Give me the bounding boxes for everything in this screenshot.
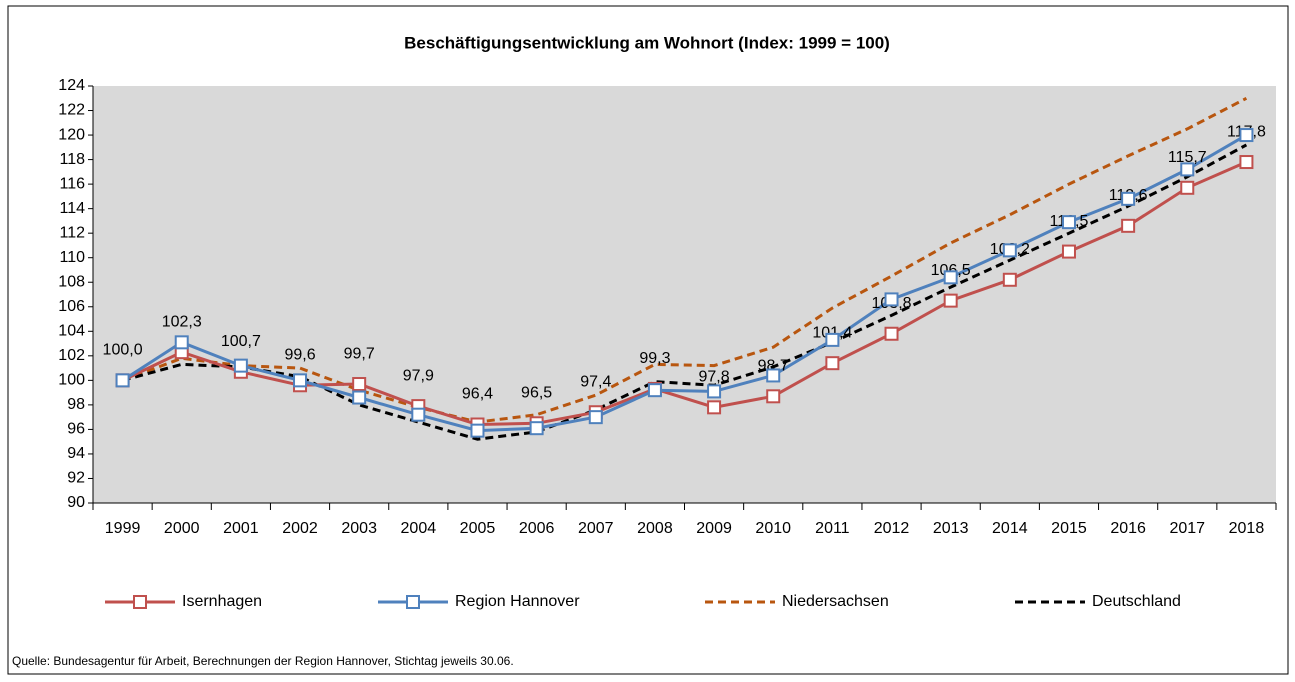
x-tick-label: 1999 [105,520,141,537]
data-point [766,389,781,404]
data-point [233,358,248,373]
data-label: 98,7 [758,358,789,375]
data-label: 102,3 [162,313,202,330]
x-tick-label: 2007 [578,520,614,537]
y-tick-label: 90 [67,494,85,511]
data-label: 97,8 [699,369,730,386]
x-tick-label: 2001 [223,520,259,537]
data-point [352,390,367,405]
data-point [647,383,662,398]
data-point [1121,191,1136,206]
data-point [529,421,544,436]
y-tick-label: 124 [58,77,85,94]
data-label: 99,7 [344,345,375,362]
x-tick-label: 2018 [1229,520,1265,537]
data-point [115,373,130,388]
data-point [1239,155,1254,170]
y-tick-label: 120 [58,126,85,143]
data-point [707,400,722,415]
y-tick-label: 92 [67,470,85,487]
x-tick-label: 2002 [282,520,318,537]
y-tick-label: 112 [59,224,85,241]
y-tick-label: 102 [58,347,85,364]
x-tick-label: 2013 [933,520,969,537]
y-tick-label: 104 [58,323,85,340]
x-tick-label: 2010 [755,520,791,537]
y-tick-label: 122 [58,102,85,119]
x-tick-label: 2015 [1051,520,1087,537]
y-tick-label: 118 [59,151,85,168]
x-tick-label: 2005 [460,520,496,537]
data-point [707,384,722,399]
data-point [411,407,426,422]
data-point [1180,162,1195,177]
data-point [1002,243,1017,258]
data-point [1239,128,1254,143]
data-label: 96,5 [521,384,552,401]
x-tick-label: 2006 [519,520,555,537]
chart-title: Beschäftigungsentwicklung am Wohnort (In… [404,33,890,52]
data-point [352,377,367,392]
legend-label: Deutschland [1092,593,1181,610]
data-label: 97,9 [403,367,434,384]
data-point [293,373,308,388]
data-label: 99,6 [284,346,315,363]
source-note: Quelle: Bundesagentur für Arbeit, Berech… [12,654,514,668]
data-point [1180,180,1195,195]
data-label: 96,4 [462,386,493,403]
y-tick-label: 100 [58,372,85,389]
data-label: 100,7 [221,333,261,350]
data-point [825,332,840,347]
x-tick-label: 2003 [341,520,377,537]
data-point [588,410,603,425]
data-point [1061,244,1076,259]
data-label: 97,4 [580,373,611,390]
data-point [470,423,485,438]
y-tick-label: 108 [58,273,85,290]
data-point [943,270,958,285]
series-line [121,160,1248,427]
y-tick-label: 116 [59,175,85,192]
data-point [884,292,899,307]
data-point [825,356,840,371]
x-tick-label: 2012 [874,520,910,537]
y-tick-label: 106 [58,298,85,315]
y-tick-label: 98 [67,396,85,413]
x-tick-label: 2011 [815,520,850,537]
y-tick-label: 94 [67,445,85,462]
data-point [1121,218,1136,233]
data-label: 100,0 [103,342,143,359]
data-point [174,335,189,350]
y-tick-label: 110 [59,249,85,266]
data-point [884,326,899,341]
legend-marker [406,595,420,609]
x-tick-label: 2017 [1169,520,1205,537]
series-line [122,96,1248,424]
legend-marker [133,595,147,609]
series-line [121,133,1248,433]
y-tick-label: 96 [67,421,85,438]
x-tick-label: 2016 [1110,520,1146,537]
data-label: 99,3 [639,350,670,367]
legend-label: Isernhagen [182,593,262,610]
x-tick-label: 2000 [164,520,200,537]
data-point [766,368,781,383]
data-label: 115,7 [1168,149,1207,166]
x-tick-label: 2009 [696,520,732,537]
x-tick-label: 2008 [637,520,673,537]
data-point [1061,215,1076,230]
legend-label: Region Hannover [455,593,580,610]
x-tick-label: 2004 [401,520,437,537]
data-point [1002,272,1017,287]
data-point [943,293,958,308]
legend-label: Niedersachsen [782,593,889,610]
plot-area [93,86,1276,503]
series-line [122,143,1248,441]
x-tick-label: 2014 [992,520,1028,537]
y-tick-label: 114 [59,200,85,217]
